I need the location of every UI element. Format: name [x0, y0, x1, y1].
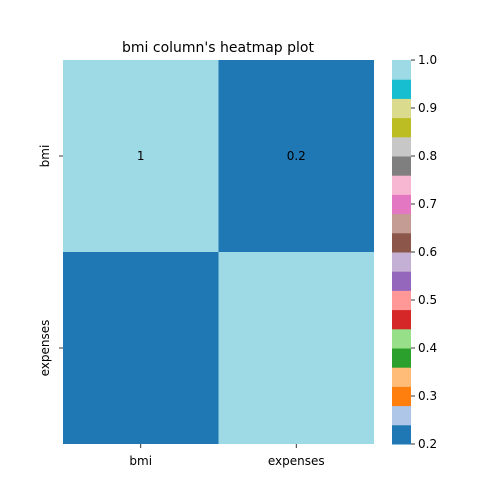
colorbar-segment	[392, 386, 411, 407]
colorbar-tick-label: 0.2	[418, 437, 437, 451]
colorbar-segment	[392, 136, 411, 157]
colorbar-tick-label: 0.8	[418, 149, 437, 163]
colorbar-segment	[392, 252, 411, 272]
colorbar-segment	[392, 309, 411, 330]
heatmap-cells	[63, 60, 374, 444]
chart-title: bmi column's heatmap plot	[122, 40, 314, 56]
y-axis: bmi expenses	[38, 145, 63, 377]
colorbar-segment	[392, 156, 411, 176]
colorbar-segment	[392, 79, 411, 99]
y-tick-label: expenses	[38, 320, 52, 377]
colorbar-tick-label: 1.0	[418, 53, 437, 67]
colorbar-segment	[392, 213, 411, 234]
heatmap-cell-expenses-expenses	[218, 252, 374, 444]
colorbar-segment	[392, 328, 411, 349]
colorbar-segment	[392, 60, 411, 80]
heatmap-cell-bmi-bmi	[63, 60, 219, 252]
colorbar-segment	[392, 290, 411, 311]
colorbar-segment	[392, 175, 411, 195]
colorbar-tick-label: 0.3	[418, 389, 437, 403]
colorbar-tick-label: 0.4	[418, 341, 437, 355]
colorbar-segment	[392, 271, 411, 291]
colorbar-segment	[392, 232, 411, 253]
colorbar-segment	[392, 405, 411, 426]
x-tick-label: bmi	[129, 454, 152, 468]
colorbar-tick-label: 0.9	[418, 101, 437, 115]
colorbar-segment	[392, 367, 411, 387]
cell-value-label: 0.2	[287, 149, 306, 163]
heatmap-annotations: 1 0.2	[137, 149, 306, 163]
heatmap-cell-bmi-expenses	[218, 60, 374, 252]
colorbar: 0.2 0.3 0.4 0.5 0.6 0.7 0.8 0.9 1.0	[392, 53, 437, 451]
colorbar-segment	[392, 194, 411, 215]
colorbar-tick-label: 0.5	[418, 293, 437, 307]
colorbar-segment	[392, 424, 411, 445]
cell-value-label: 1	[137, 149, 145, 163]
y-tick-label: bmi	[38, 145, 52, 168]
x-axis: bmi expenses	[129, 444, 325, 468]
colorbar-tick-label: 0.6	[418, 245, 437, 259]
colorbar-segment	[392, 348, 411, 368]
colorbar-segment	[392, 117, 411, 138]
colorbar-tick-label: 0.7	[418, 197, 437, 211]
heatmap-cell-expenses-bmi	[63, 252, 219, 444]
x-tick-label: expenses	[268, 454, 325, 468]
colorbar-segment	[392, 98, 411, 119]
